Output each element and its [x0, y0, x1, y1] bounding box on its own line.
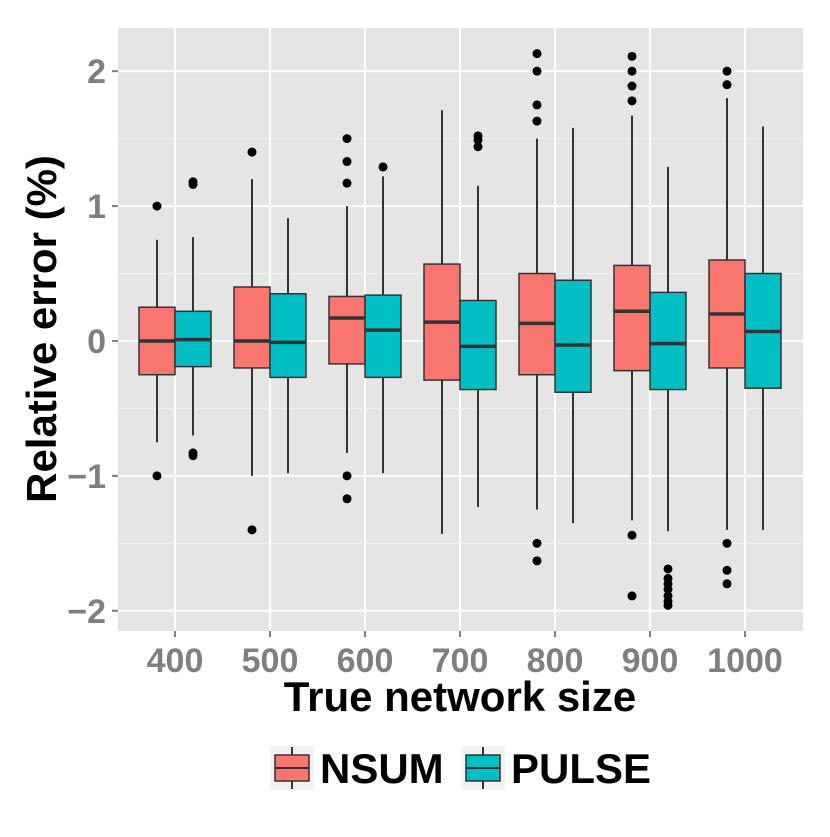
box-iqr	[328, 295, 366, 365]
x-axis-title: True network size	[284, 673, 636, 720]
outlier-point	[663, 584, 673, 594]
outlier-point	[473, 135, 483, 145]
box-nsum-500	[233, 147, 271, 535]
outlier-point	[627, 96, 637, 106]
y-tick-label: 2	[87, 53, 106, 91]
box-iqr	[613, 264, 651, 372]
legend-label: NSUM	[320, 745, 444, 792]
x-tick-label: 900	[622, 642, 679, 680]
outlier-point	[627, 81, 637, 91]
x-tick-label: 500	[242, 642, 299, 680]
outlier-point	[722, 80, 732, 90]
box-iqr	[364, 294, 402, 379]
box-pulse-500	[269, 218, 307, 474]
outlier-point	[722, 565, 732, 575]
box-iqr	[233, 286, 271, 369]
outlier-point	[247, 147, 257, 157]
box-iqr	[554, 279, 592, 393]
outlier-point	[473, 142, 483, 152]
y-tick-label: −1	[67, 458, 106, 496]
outlier-point	[247, 525, 257, 535]
box-pulse-800	[554, 127, 592, 524]
outlier-point	[722, 579, 732, 589]
outlier-point	[342, 471, 352, 481]
box-pulse-700	[459, 131, 497, 507]
x-tick-label: 400	[147, 642, 204, 680]
outlier-point	[532, 49, 542, 59]
outlier-point	[342, 157, 352, 167]
outlier-point	[342, 134, 352, 144]
outlier-point	[663, 564, 673, 574]
outlier-point	[532, 538, 542, 548]
outlier-point	[627, 51, 637, 61]
box-pulse-400	[174, 177, 212, 461]
legend-label: PULSE	[511, 745, 651, 792]
box-iqr	[649, 291, 687, 391]
outlier-point	[627, 591, 637, 601]
x-tick-label: 1000	[707, 642, 783, 680]
box-nsum-700	[423, 110, 461, 534]
outlier-point	[722, 66, 732, 76]
tick-labels: −2 −1 0 1 2 400 500 600 700 800 900 1000	[67, 53, 783, 680]
x-tick-label: 600	[337, 642, 394, 680]
outlier-point	[532, 556, 542, 566]
outlier-point	[188, 451, 198, 461]
outlier-point	[188, 179, 198, 189]
box-pulse-600	[364, 162, 402, 474]
y-tick-label: −2	[67, 593, 106, 631]
boxes	[138, 49, 782, 610]
outlier-point	[663, 600, 673, 610]
box-nsum-1000	[708, 66, 746, 589]
outlier-point	[722, 538, 732, 548]
outlier-point	[532, 66, 542, 76]
y-tick-label: 1	[87, 188, 106, 226]
outlier-point	[627, 66, 637, 76]
outlier-point	[532, 116, 542, 126]
legend-item-nsum: NSUM	[270, 745, 444, 792]
outlier-point	[532, 100, 542, 110]
x-tick-label: 800	[527, 642, 584, 680]
legend-item-pulse: PULSE	[461, 745, 651, 792]
x-tick-label: 700	[432, 642, 489, 680]
box-nsum-900	[613, 51, 651, 601]
box-pulse-1000	[744, 126, 782, 530]
legend: NSUM PULSE	[270, 745, 651, 792]
outlier-point	[152, 471, 162, 481]
outlier-point	[342, 494, 352, 504]
outlier-point	[378, 162, 388, 172]
box-pulse-900	[649, 166, 687, 610]
box-iqr	[269, 293, 307, 379]
box-nsum-600	[328, 134, 366, 504]
outlier-point	[342, 178, 352, 188]
y-tick-label: 0	[87, 323, 106, 361]
y-axis-title: Relative error (%)	[18, 155, 65, 503]
outlier-point	[152, 201, 162, 211]
box-nsum-800	[518, 49, 556, 566]
outlier-point	[627, 530, 637, 540]
